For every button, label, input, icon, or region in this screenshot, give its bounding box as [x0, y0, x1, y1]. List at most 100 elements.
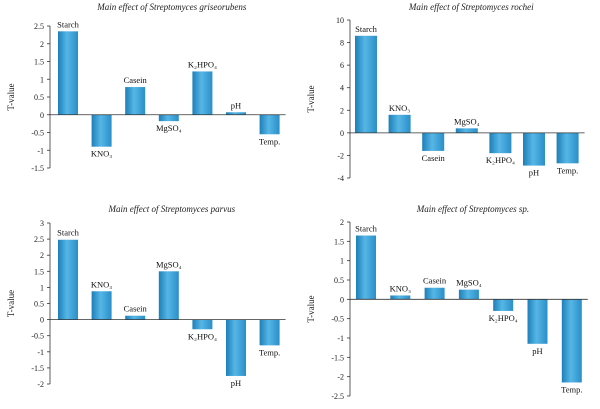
- y-tick-label: 8: [340, 39, 344, 48]
- bar: [158, 114, 179, 122]
- bar-label: Starch: [57, 228, 79, 238]
- y-tick-label: 10: [336, 16, 344, 25]
- y-tick-label: -0.5: [31, 129, 44, 138]
- bar-label: Casein: [124, 75, 148, 85]
- chart-title: Main effect of Streptomyces rochei: [408, 2, 534, 12]
- y-tick-label: 1: [340, 257, 344, 266]
- bar-label: MgSO₄: [454, 116, 480, 126]
- y-tick-label: 2: [40, 251, 44, 260]
- bar-label: KNO₃: [390, 283, 411, 293]
- y-tick-label: 0.5: [34, 300, 44, 309]
- bar: [390, 295, 411, 300]
- bar-label: Casein: [124, 304, 148, 314]
- y-tick-label: 2: [40, 40, 44, 49]
- bar: [356, 235, 376, 300]
- chart-panel-rochei: Main effect of Streptomyces rochei T-valu…: [300, 0, 600, 202]
- chart-parvus: Main effect of Streptomyces parvus T-valu…: [6, 204, 286, 389]
- bar-label: Temp.: [561, 384, 582, 394]
- bar-label: K₂HPO₄: [486, 155, 515, 165]
- y-tick-label: 0: [340, 295, 344, 304]
- bar: [388, 114, 411, 133]
- bar-label: Starch: [57, 19, 79, 29]
- bar: [556, 132, 579, 164]
- y-tick-label: -2.5: [331, 392, 344, 401]
- bar-label: Temp.: [259, 347, 280, 357]
- bar: [226, 112, 246, 115]
- y-tick-label: -1: [37, 348, 44, 357]
- bar: [493, 299, 514, 311]
- bar: [192, 319, 213, 330]
- y-tick-label: -0.5: [31, 332, 44, 341]
- bar: [58, 31, 78, 115]
- bar: [523, 132, 545, 166]
- y-tick-label: -1: [37, 146, 44, 155]
- y-tick-label: 1: [40, 283, 44, 292]
- bar-label: Starch: [355, 224, 377, 234]
- bar: [158, 271, 179, 320]
- y-axis-label: T-value: [306, 295, 316, 322]
- y-tick-label: 1.5: [34, 58, 44, 67]
- bar: [192, 71, 213, 115]
- bar-label: KNO₃: [91, 279, 112, 289]
- chart-rochei: Main effect of Streptomyces rochei T-valu…: [306, 2, 585, 183]
- bar-label: K₂HPO₄: [188, 331, 217, 341]
- bar-label: MgSO₄: [456, 278, 482, 288]
- y-tick-label: 0: [340, 129, 344, 138]
- y-tick-label: 1: [40, 75, 44, 84]
- bar-label: KNO₃: [389, 103, 410, 113]
- bar: [58, 239, 78, 320]
- bar-label: K₂HPO₄: [188, 59, 217, 69]
- y-tick-label: -1.5: [31, 164, 44, 173]
- y-tick-label: -1.5: [31, 364, 44, 373]
- bar: [424, 287, 445, 300]
- bar: [91, 114, 112, 147]
- y-tick-label: 3: [40, 219, 44, 228]
- y-tick-label: 2.5: [34, 235, 44, 244]
- y-tick-label: 0.5: [334, 276, 344, 285]
- chart-panel-sp: Main effect of Streptomyces sp. T-value -2…: [300, 202, 600, 404]
- bar-label: MgSO₄: [156, 123, 182, 133]
- y-axis-label: T-value: [6, 83, 16, 110]
- bar: [561, 299, 582, 383]
- y-tick-label: 2: [340, 106, 344, 115]
- chart-panel-parvus: Main effect of Streptomyces parvus T-valu…: [0, 202, 300, 404]
- y-tick-label: -0.5: [331, 315, 344, 324]
- y-tick-label: 0.5: [34, 93, 44, 102]
- bar: [489, 132, 512, 154]
- bar-label: Starch: [355, 24, 377, 34]
- y-tick-label: 4: [340, 84, 344, 93]
- y-axis-label: T-value: [6, 290, 16, 317]
- chart-title: Main effect of Streptomyces sp.: [416, 204, 529, 214]
- bar-label: pH: [529, 168, 539, 178]
- y-tick-label: 2: [340, 218, 344, 227]
- y-tick-label: 6: [340, 61, 344, 70]
- bar-label: K₂HPO₄: [489, 313, 518, 323]
- y-tick-label: -2: [37, 380, 44, 389]
- bar: [125, 87, 146, 115]
- y-tick-label: -4: [337, 174, 344, 183]
- bar-label: Casein: [422, 153, 446, 163]
- y-tick-label: -2: [337, 151, 344, 160]
- chart-title: Main effect of Streptomyces parvus: [107, 204, 235, 214]
- bar-label: KNO₃: [91, 149, 112, 159]
- bar: [527, 299, 548, 344]
- bar-label: Temp.: [259, 136, 280, 146]
- chart-panel-griseorubens: Main effect of Streptomyces griseorubens…: [0, 0, 300, 202]
- y-tick-label: 1.5: [334, 237, 344, 246]
- bar-label: pH: [231, 378, 241, 388]
- bar: [259, 319, 280, 346]
- bar-label: pH: [231, 100, 241, 110]
- bar-label: Temp.: [557, 165, 578, 175]
- bar-label: MgSO₄: [156, 259, 182, 269]
- bar: [91, 291, 112, 320]
- y-tick-label: -1: [337, 334, 344, 343]
- y-tick-label: -1.5: [331, 353, 344, 362]
- y-tick-label: -2: [337, 373, 344, 382]
- chart-sp: Main effect of Streptomyces sp. T-value -2…: [306, 204, 588, 401]
- bar: [455, 128, 478, 133]
- bar: [259, 114, 280, 135]
- y-tick-label: 2.5: [34, 22, 44, 31]
- bar: [125, 315, 146, 320]
- y-tick-label: 1.5: [34, 267, 44, 276]
- bar: [458, 289, 479, 300]
